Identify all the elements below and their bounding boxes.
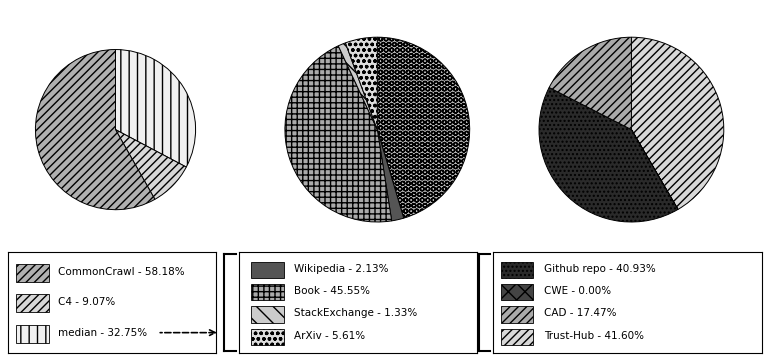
Wedge shape: [377, 130, 403, 221]
Text: StackExchange - 1.33%: StackExchange - 1.33%: [293, 309, 417, 319]
Wedge shape: [338, 43, 377, 130]
Bar: [500, 262, 533, 278]
Bar: [251, 329, 284, 345]
Bar: [500, 284, 533, 300]
Bar: [16, 294, 49, 312]
Wedge shape: [116, 130, 186, 199]
Wedge shape: [35, 50, 155, 210]
Bar: [251, 262, 284, 278]
Bar: [251, 284, 284, 300]
Wedge shape: [631, 130, 678, 210]
Text: median - 32.75%: median - 32.75%: [58, 328, 147, 338]
Wedge shape: [285, 46, 392, 222]
Wedge shape: [346, 37, 377, 130]
Bar: [251, 306, 284, 323]
Text: CAD - 17.47%: CAD - 17.47%: [544, 309, 617, 319]
Text: Trust-Hub - 41.60%: Trust-Hub - 41.60%: [544, 331, 644, 341]
Wedge shape: [631, 37, 724, 210]
Wedge shape: [539, 87, 678, 222]
Text: Wikipedia - 2.13%: Wikipedia - 2.13%: [293, 264, 388, 274]
Text: Book - 45.55%: Book - 45.55%: [293, 286, 370, 296]
Wedge shape: [549, 37, 631, 130]
Text: C4 - 9.07%: C4 - 9.07%: [58, 297, 115, 307]
Bar: [500, 306, 533, 323]
Bar: [16, 264, 49, 282]
Wedge shape: [377, 37, 470, 218]
Bar: [500, 329, 533, 345]
Bar: [16, 325, 49, 343]
Text: Github repo - 40.93%: Github repo - 40.93%: [544, 264, 656, 274]
Wedge shape: [116, 50, 196, 167]
Text: CWE - 0.00%: CWE - 0.00%: [544, 286, 611, 296]
Text: CommonCrawl - 58.18%: CommonCrawl - 58.18%: [58, 267, 184, 277]
Text: ArXiv - 5.61%: ArXiv - 5.61%: [293, 331, 365, 341]
